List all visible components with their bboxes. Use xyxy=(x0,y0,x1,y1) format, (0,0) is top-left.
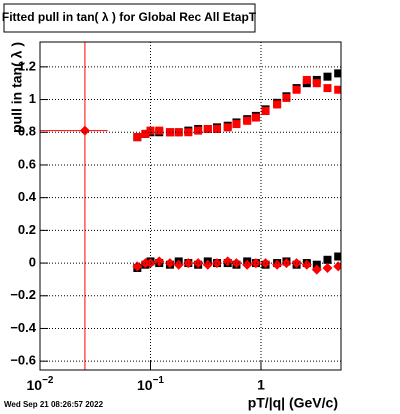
plot-frame xyxy=(39,41,342,371)
y-axis-label: pull in tan( λ ) xyxy=(9,42,25,133)
title-box xyxy=(3,3,256,33)
marker xyxy=(291,258,302,269)
marker xyxy=(223,123,232,132)
marker xyxy=(132,261,143,272)
chart-title: Fitted pull in tan( λ ) for Global Rec A… xyxy=(2,10,257,24)
marker xyxy=(202,259,213,270)
y-tick-label: 0 xyxy=(29,255,36,270)
marker xyxy=(302,75,311,84)
y-tick-label: −0.4 xyxy=(10,320,36,335)
marker xyxy=(251,113,260,122)
x-tick-base: 10 xyxy=(137,377,153,393)
x-tick-exponent: −1 xyxy=(153,375,165,386)
marker xyxy=(133,133,142,142)
marker xyxy=(154,256,165,267)
marker xyxy=(193,258,204,269)
marker xyxy=(261,107,270,116)
marker xyxy=(155,126,164,135)
marker xyxy=(146,126,155,135)
marker xyxy=(334,252,341,261)
marker xyxy=(141,129,150,138)
marker xyxy=(243,116,252,125)
marker xyxy=(242,259,253,270)
marker xyxy=(213,124,222,133)
y-tick-label: −0.6 xyxy=(10,353,36,368)
y-tick-label: 1.2 xyxy=(18,58,36,73)
marker xyxy=(301,259,312,270)
marker xyxy=(282,93,291,102)
marker xyxy=(173,259,184,270)
marker xyxy=(334,69,341,78)
marker xyxy=(323,255,332,264)
marker xyxy=(323,72,332,81)
x-tick-label: 1 xyxy=(257,377,265,393)
y-tick-label: 0.6 xyxy=(18,156,36,171)
marker xyxy=(273,100,282,109)
marker xyxy=(272,259,283,270)
marker xyxy=(323,84,332,93)
marker xyxy=(312,79,321,88)
marker xyxy=(222,256,233,267)
x-axis-label: pT/|q| (GeV/c) xyxy=(248,395,338,411)
marker xyxy=(250,258,261,269)
marker xyxy=(203,124,212,133)
y-tick-label: 0.2 xyxy=(18,222,36,237)
marker xyxy=(334,85,341,94)
marker xyxy=(322,262,333,273)
x-tick-label: 10−2 xyxy=(27,375,54,393)
footer: Wed Sep 21 08:26:57 2022 xyxy=(4,400,104,409)
marker xyxy=(145,258,156,269)
marker xyxy=(311,264,322,275)
y-tick-label: 0.8 xyxy=(18,124,36,139)
x-tick-exponent: −2 xyxy=(42,375,54,386)
marker xyxy=(333,261,341,272)
marker xyxy=(183,258,194,269)
y-tick-label: 1 xyxy=(29,91,36,106)
x-tick-base: 10 xyxy=(27,377,43,393)
marker xyxy=(292,85,301,94)
marker xyxy=(232,120,241,129)
marker xyxy=(184,128,193,137)
y-tick-label: −0.2 xyxy=(10,287,36,302)
marker xyxy=(194,126,203,135)
marker xyxy=(79,125,90,136)
x-tick-label: 10−1 xyxy=(137,375,164,393)
marker xyxy=(231,258,242,269)
y-tick-label: 0.4 xyxy=(18,189,37,204)
